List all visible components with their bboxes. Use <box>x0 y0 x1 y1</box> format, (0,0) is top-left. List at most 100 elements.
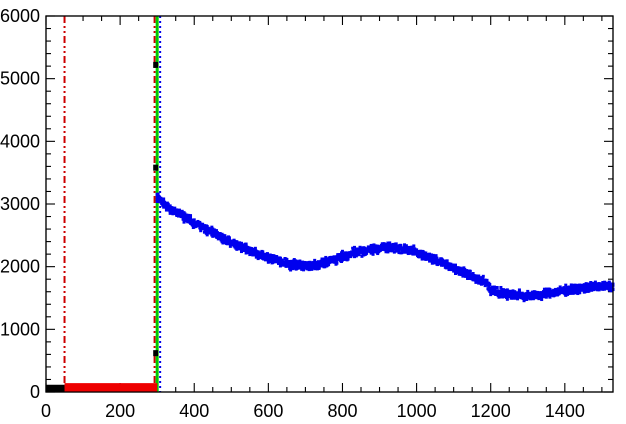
data-point <box>587 282 591 286</box>
data-point <box>310 267 314 271</box>
data-point <box>180 209 184 213</box>
data-point <box>307 268 311 272</box>
data-point <box>410 245 414 249</box>
data-point <box>223 234 227 238</box>
data-point <box>451 263 455 267</box>
data-point <box>339 253 343 257</box>
data-point <box>574 291 578 295</box>
data-point <box>407 245 411 249</box>
data-point <box>564 283 568 287</box>
data-point <box>599 287 603 291</box>
data-point <box>566 287 570 291</box>
data-point <box>323 265 327 269</box>
data-point <box>317 266 321 270</box>
data-point <box>340 249 344 253</box>
data-point <box>160 197 164 201</box>
data-point <box>516 297 520 301</box>
data-point <box>573 285 577 289</box>
data-point <box>563 288 567 292</box>
data-point <box>449 262 453 266</box>
data-point <box>246 245 250 249</box>
data-point <box>537 297 541 301</box>
data-point <box>548 295 552 299</box>
data-point <box>606 285 610 289</box>
data-point <box>285 257 289 261</box>
data-point <box>388 249 392 253</box>
data-point <box>421 257 425 261</box>
data-point <box>508 290 512 294</box>
data-point <box>375 248 379 252</box>
data-point <box>493 286 497 290</box>
data-point <box>351 246 355 250</box>
black-tick-low <box>153 350 159 357</box>
data-point <box>532 295 536 299</box>
data-point <box>185 213 189 217</box>
data-point <box>477 281 481 285</box>
data-point <box>265 252 269 256</box>
data-point <box>155 198 159 202</box>
data-point <box>459 273 463 277</box>
data-point <box>244 242 248 246</box>
plot-frame <box>45 15 614 393</box>
data-point <box>295 260 299 264</box>
data-point <box>488 282 492 286</box>
data-point <box>391 249 394 253</box>
data-point <box>422 254 426 258</box>
data-point <box>177 210 181 214</box>
data-point <box>460 269 464 273</box>
data-point <box>480 282 484 286</box>
y-axis-tick-label: 0 <box>30 382 40 402</box>
data-point <box>162 197 166 201</box>
data-point <box>528 291 532 295</box>
data-point <box>301 260 305 264</box>
data-point <box>360 254 364 258</box>
data-point <box>181 217 185 221</box>
data-point <box>366 245 370 249</box>
data-point <box>202 224 206 228</box>
data-point <box>403 243 407 247</box>
data-point <box>536 291 540 295</box>
data-point <box>371 252 375 256</box>
y-axis-tick-label: 2000 <box>0 257 40 277</box>
data-point <box>544 287 548 291</box>
black-tick-high <box>153 61 159 68</box>
data-point <box>344 256 348 260</box>
data-point <box>526 289 530 293</box>
black-tick-mid <box>153 164 159 171</box>
data-point <box>382 242 386 246</box>
data-point <box>487 285 491 289</box>
data-point <box>546 290 550 294</box>
data-point <box>558 285 562 289</box>
data-point <box>370 251 374 255</box>
data-point <box>339 255 343 259</box>
data-point <box>511 290 515 294</box>
data-point <box>462 266 466 270</box>
data-point <box>325 258 329 262</box>
data-point <box>357 252 361 256</box>
y-axis-tick-label: 6000 <box>0 6 40 26</box>
data-point <box>298 259 302 263</box>
data-point <box>256 257 260 261</box>
data-point <box>189 216 193 220</box>
data-point <box>189 214 193 218</box>
data-point <box>170 206 174 210</box>
data-point <box>372 243 376 247</box>
x-axis-tick-label: 0 <box>41 401 51 421</box>
data-point <box>479 280 483 284</box>
data-point <box>431 253 435 257</box>
data-point <box>210 225 214 229</box>
data-point <box>517 292 520 296</box>
data-point <box>346 257 350 261</box>
data-point <box>564 293 568 297</box>
data-point <box>548 288 552 291</box>
data-point <box>247 251 251 255</box>
data-point <box>476 276 480 280</box>
data-point <box>166 202 170 206</box>
data-point <box>454 263 457 267</box>
data-point <box>471 272 475 276</box>
data-series-waveform-points <box>155 192 615 303</box>
data-point <box>489 293 493 297</box>
data-point <box>497 293 501 297</box>
data-point <box>465 271 469 275</box>
